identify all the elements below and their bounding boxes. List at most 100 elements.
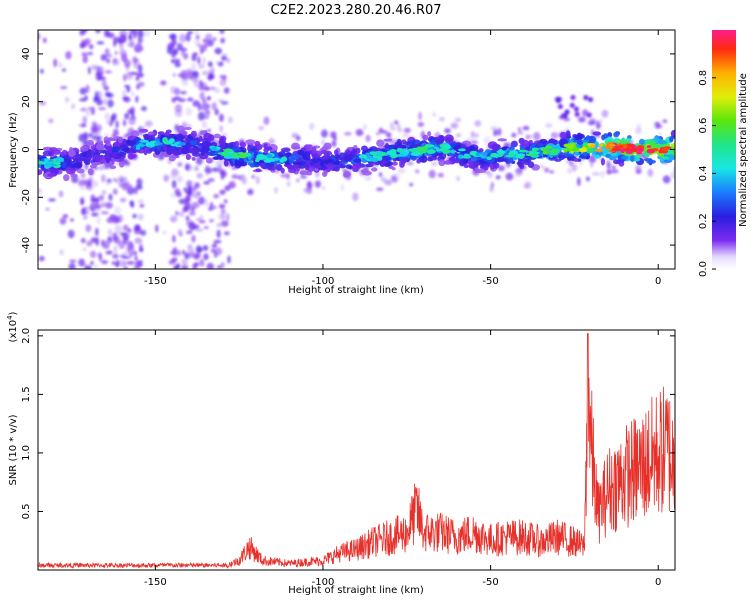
spectrogram-core-cell	[410, 152, 421, 156]
spectrogram-ridge-cell	[304, 164, 310, 171]
spectrogram-noise-cell	[112, 178, 118, 182]
spectrogram-noise-cell	[82, 116, 88, 125]
spectrogram-noise-cell	[185, 107, 193, 117]
spectrogram-core-cell	[450, 149, 456, 154]
spectrogram-noise-cell	[39, 68, 44, 74]
spectrogram-ridge-cell	[438, 135, 445, 144]
spectrogram-core-cell	[139, 139, 150, 143]
spectrogram-ridge-cell	[92, 154, 103, 162]
spectrogram-ridge-cell	[319, 160, 325, 167]
spectrogram-core-cell	[369, 151, 378, 156]
spectrogram-noise-cell	[86, 240, 93, 247]
spectrogram-ridge-cell	[213, 156, 221, 160]
spectrogram-ridge-cell	[187, 155, 192, 160]
spectrogram-noise-cell	[90, 106, 95, 116]
spectrogram-noise-cell	[204, 167, 213, 174]
spectrogram-noise-cell	[172, 72, 176, 77]
spectrogram-noise-cell	[138, 247, 144, 252]
spectrogram-noise-cell	[62, 214, 69, 219]
spectrogram-noise-cell	[104, 91, 111, 97]
spectrogram-core-cell	[464, 153, 471, 157]
spectrogram-ridge-cell	[293, 164, 300, 169]
spectrogram-ridge-cell	[247, 162, 254, 166]
colorbar-gradient	[712, 30, 736, 269]
spectrogram-noise-cell	[58, 190, 64, 198]
spectrogram-noise-cell	[437, 172, 444, 178]
spectrogram-ridge-cell	[213, 133, 221, 139]
spectrogram-noise-cell	[595, 120, 601, 130]
spectrogram-noise-cell	[231, 174, 239, 179]
spectrogram-ridge-cell	[277, 151, 286, 158]
spectrogram-noise-cell	[112, 128, 119, 137]
spectrogram-noise-cell	[514, 173, 522, 177]
spectrogram-ridge-cell	[492, 162, 500, 169]
spectrogram-noise-cell	[113, 57, 117, 64]
spectrogram-core-cell	[264, 159, 272, 163]
spectrogram-noise-cell	[251, 174, 256, 179]
spectrogram-ridge-cell	[180, 147, 190, 155]
spectrogram-noise-cell	[38, 188, 42, 194]
colorbar-tick-label: 0.8	[698, 70, 709, 86]
spectrogram-ridge-cell	[83, 158, 89, 164]
spectrogram-noise-cell	[197, 103, 202, 112]
spectrogram-noise-cell	[113, 245, 118, 254]
spectrogram-ridge-cell	[70, 173, 78, 178]
spectrogram-feature-cell	[573, 106, 579, 112]
spectrogram-noise-cell	[409, 183, 414, 187]
spectrogram-ridge-cell	[613, 159, 621, 165]
spectrogram-noise-cell	[128, 34, 133, 42]
spectrogram-noise-cell	[525, 134, 530, 141]
spectrogram-noise-cell	[106, 58, 111, 64]
spectrogram-noise-cell	[428, 169, 436, 179]
spectrogram-noise-cell	[123, 96, 131, 103]
spectrogram-ridge-cell	[592, 131, 602, 136]
spectrogram-noise-cell	[130, 91, 135, 97]
spectrogram-noise-cell	[456, 175, 460, 182]
spectrogram-ridge-cell	[105, 157, 111, 164]
colorbar: 0.0 0.2 0.4 0.6 0.8 Normalized spectral ampl…	[698, 30, 749, 277]
spectrogram-noise-cell	[190, 206, 195, 213]
spectrogram-ridge-cell	[471, 157, 477, 162]
spectrogram-noise-cell	[184, 163, 191, 171]
spectrogram-noise-cell	[176, 42, 183, 51]
spectrogram-noise-cell	[654, 121, 661, 129]
spectrogram-ridge-cell	[600, 158, 606, 166]
spectrogram-core-cell	[216, 146, 221, 150]
spectrogram-noise-cell	[45, 207, 50, 211]
spectrogram-noise-cell	[82, 247, 87, 252]
spectrogram-noise-cell	[380, 176, 387, 183]
spectrogram-ridge-cell	[380, 161, 386, 167]
spectrogram-ridge-cell	[263, 147, 269, 153]
spectrogram-ridge-cell	[38, 169, 43, 176]
spectrogram-noise-cell	[670, 172, 675, 179]
spectrogram-noise-cell	[600, 170, 605, 178]
spectrogram-noise-cell	[84, 95, 88, 101]
spectrogram-noise-cell	[221, 170, 227, 178]
spectrogram-noise-cell	[108, 193, 113, 201]
spectrogram-noise-cell	[489, 185, 494, 193]
spectrogram-noise-cell	[211, 244, 218, 248]
spectrogram-ridge-cell	[430, 139, 436, 146]
spectrogram-noise-cell	[187, 244, 193, 248]
spectrogram-noise-cell	[78, 258, 86, 267]
spectrogram-noise-cell	[432, 112, 436, 117]
spectrogram-core-cell	[471, 151, 476, 156]
spectrogram-ridge-cell	[402, 157, 408, 164]
spectrogram-core-cell	[237, 154, 248, 159]
spectrogram-noise-cell	[199, 214, 204, 219]
spectrogram-noise-cell	[286, 180, 291, 188]
spectrogram-noise-cell	[362, 123, 368, 131]
spectrogram-noise-cell	[647, 168, 654, 177]
spectrogram-core-cell	[599, 143, 604, 147]
spectrogram-core-cell	[270, 158, 276, 162]
spectrogram-noise-cell	[174, 188, 181, 196]
spectrogram-ridge-cell	[190, 130, 197, 138]
spectrogram-ridge-cell	[319, 156, 330, 160]
spectrogram-ridge-cell	[334, 149, 339, 156]
spectrogram-noise-cell	[549, 170, 554, 174]
spectrogram-noise-cell	[143, 30, 151, 37]
spectrogram-ridge-cell	[669, 136, 674, 143]
spectrogram-noise-cell	[94, 30, 101, 34]
spectrogram-core-cell	[223, 150, 229, 154]
